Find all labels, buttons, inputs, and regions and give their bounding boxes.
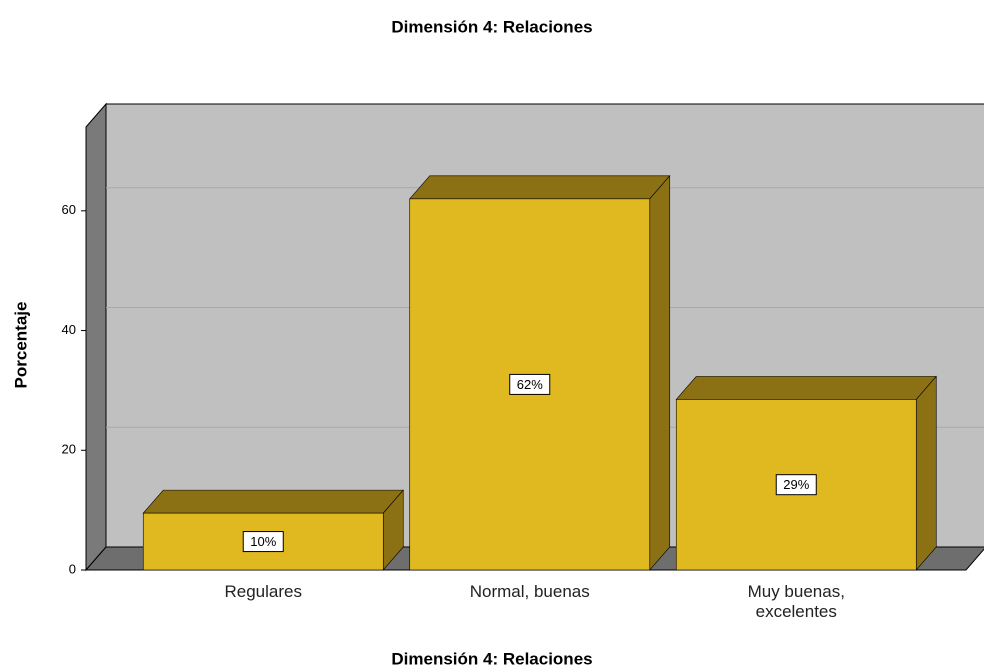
y-tick-label: 60 [62, 202, 76, 217]
x-axis-title: Dimensión 4: Relaciones [391, 649, 592, 668]
y-tick-label: 20 [62, 442, 76, 457]
bar-side [915, 375, 937, 571]
y-tick-label: 0 [69, 561, 76, 576]
value-label: 29% [783, 477, 809, 492]
value-label: 10% [250, 534, 276, 549]
bar [409, 175, 671, 571]
value-label: 62% [517, 377, 543, 392]
x-tick-label: Normal, buenas [469, 582, 590, 601]
y-axis-title: Porcentaje [11, 302, 30, 389]
bar-top [409, 175, 671, 200]
bar-top [142, 489, 404, 514]
bar [675, 375, 937, 571]
x-tick-label: Muy buenas, excelentes [747, 582, 845, 621]
bar-side [649, 175, 671, 571]
bar [142, 489, 404, 571]
y-tick-label: 40 [62, 322, 76, 337]
chart-title: Dimensión 4: Relaciones [391, 17, 592, 36]
value-label-box [509, 373, 551, 395]
value-label-box [242, 531, 284, 553]
x-tick-label: Regulares [224, 582, 303, 601]
side-wall [85, 102, 107, 572]
bar-top [675, 376, 937, 400]
value-label-box [775, 474, 817, 496]
